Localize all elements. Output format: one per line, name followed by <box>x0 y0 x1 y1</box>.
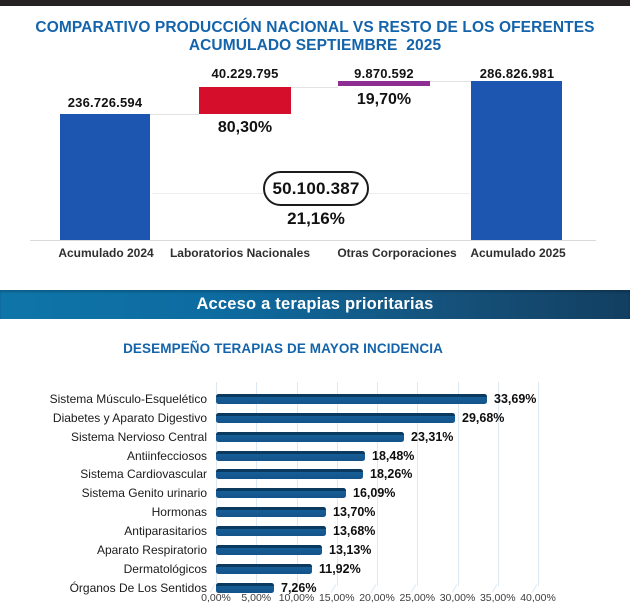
gridline-0-00- <box>216 382 217 586</box>
bar-row-bar-sistema-musculo-esqueletico <box>216 394 487 404</box>
bar-row-bar-sistema-genito-urinario <box>216 488 346 498</box>
waterfall-percent-laboratorios-nacionales: 80,30% <box>217 119 273 136</box>
waterfall-connector-3 <box>430 81 471 82</box>
bar-row-bar-diabetes-y-aparato-digestivo <box>216 413 455 423</box>
bar-chart-title: DESEMPEÑO TERAPIAS DE MAYOR INCIDENCIA <box>123 341 443 356</box>
x-axis-tick-35-00-: 35,00% <box>479 592 516 604</box>
bar-row-bar-organos-de-los-sentidos <box>216 583 274 593</box>
bar-row-label-dermatologicos: Dermatológicos <box>123 562 207 576</box>
bar-row-bar-dermatologicos <box>216 564 312 574</box>
top-divider-strip <box>0 0 630 6</box>
gridline-30-00- <box>457 382 459 586</box>
x-axis-tick-40-00-: 40,00% <box>520 592 556 604</box>
bar-row-label-aparato-respiratorio: Aparato Respiratorio <box>96 543 207 557</box>
x-axis-tick-15-00-: 15,00% <box>318 592 355 604</box>
growth-callout-percent: 21,16% <box>287 209 345 228</box>
growth-callout-badge: 50.100.387 <box>263 171 369 206</box>
waterfall-value-otras-corporaciones: 9.870.592 <box>354 66 414 81</box>
x-axis-tick-30-00-: 30,00% <box>439 592 476 604</box>
gridline-20-00- <box>377 382 378 586</box>
gridline-15-00- <box>336 382 338 586</box>
bar-row-bar-aparato-respiratorio <box>216 545 322 555</box>
gridline-25-00- <box>417 382 419 586</box>
x-axis-tick-5-00-: 5,00% <box>241 592 272 604</box>
waterfall-percent-otras-corporaciones: 19,70% <box>356 91 412 108</box>
bar-row-label-antiinfecciosos: Antiinfecciosos <box>126 449 207 463</box>
x-axis-tick-20-00-: 20,00% <box>359 592 395 604</box>
bar-row-label-sistema-nervioso-central: Sistema Nervioso Central <box>70 430 207 444</box>
x-axis-tick-10-00-: 10,00% <box>278 592 315 604</box>
waterfall-bar-otras-corporaciones <box>338 81 430 86</box>
waterfall-value-acumulado-2024: 236.726.594 <box>67 95 143 110</box>
x-axis-tick-25-00-: 25,00% <box>399 592 436 604</box>
bar-row-value-sistema-musculo-esqueletico: 33,69% <box>494 392 537 406</box>
bar-row-label-sistema-musculo-esqueletico: Sistema Músculo-Esquelético <box>49 392 207 406</box>
bar-row-value-organos-de-los-sentidos: 7,26% <box>281 581 317 595</box>
waterfall-value-acumulado-2025: 286.826.981 <box>479 66 555 81</box>
bar-row-bar-antiparasitarios <box>216 526 326 536</box>
bar-row-value-dermatologicos: 11,92% <box>319 562 361 576</box>
bar-row-label-hormonas: Hormonas <box>151 505 207 519</box>
waterfall-category-otras-corporaciones: Otras Corporaciones <box>337 246 457 260</box>
waterfall-title-line1: COMPARATIVO PRODUCCIÓN NACIONAL VS RESTO… <box>35 19 595 36</box>
bar-row-bar-antiinfecciosos <box>216 451 365 461</box>
bar-row-value-sistema-nervioso-central: 23,31% <box>411 430 454 444</box>
waterfall-value-laboratorios-nacionales: 40.229.795 <box>211 66 279 81</box>
waterfall-baseline <box>30 240 596 241</box>
bar-row-label-organos-de-los-sentidos: Órganos De Los Sentidos <box>69 581 207 595</box>
gridline-40-00- <box>538 382 539 586</box>
waterfall-bar-acumulado-2024 <box>60 114 150 240</box>
bar-row-label-antiparasitarios: Antiparasitarios <box>124 524 207 538</box>
waterfall-connector-2 <box>291 87 338 88</box>
x-axis-tick-0-00-: 0,00% <box>201 592 231 604</box>
bar-row-value-antiinfecciosos: 18,48% <box>372 449 415 463</box>
waterfall-connector-1 <box>150 114 199 115</box>
waterfall-title-line2: ACUMULADO SEPTIEMBRE 2025 <box>188 37 442 54</box>
bar-row-value-diabetes-y-aparato-digestivo: 29,68% <box>462 411 505 425</box>
waterfall-bar-acumulado-2025 <box>471 81 562 240</box>
bar-row-label-sistema-genito-urinario: Sistema Genito urinario <box>81 486 207 500</box>
bar-row-bar-sistema-cardiovascular <box>216 469 363 479</box>
bar-row-label-sistema-cardiovascular: Sistema Cardiovascular <box>80 467 207 481</box>
section-banner-label: Acceso a terapias prioritarias <box>196 295 434 313</box>
bar-row-value-hormonas: 13,70% <box>333 505 376 519</box>
section-banner: Acceso a terapias prioritarias <box>0 290 630 319</box>
bar-row-value-sistema-cardiovascular: 18,26% <box>370 467 413 481</box>
waterfall-category-acumulado-2024: Acumulado 2024 <box>58 246 154 260</box>
waterfall-category-laboratorios-nacionales: Laboratorios Nacionales <box>169 246 311 260</box>
bar-row-value-sistema-genito-urinario: 16,09% <box>353 486 396 500</box>
gridline-10-00- <box>296 382 298 586</box>
waterfall-category-acumulado-2025: Acumulado 2025 <box>470 246 566 260</box>
bar-row-bar-hormonas <box>216 507 326 517</box>
bar-row-value-antiparasitarios: 13,68% <box>333 524 376 538</box>
bar-row-value-aparato-respiratorio: 13,13% <box>329 543 372 557</box>
bar-row-label-diabetes-y-aparato-digestivo: Diabetes y Aparato Digestivo <box>52 411 207 425</box>
waterfall-bar-laboratorios-nacionales <box>199 87 291 114</box>
bar-row-bar-sistema-nervioso-central <box>216 432 404 442</box>
gridline-35-00- <box>497 382 499 586</box>
gridline-5-00- <box>256 382 258 586</box>
